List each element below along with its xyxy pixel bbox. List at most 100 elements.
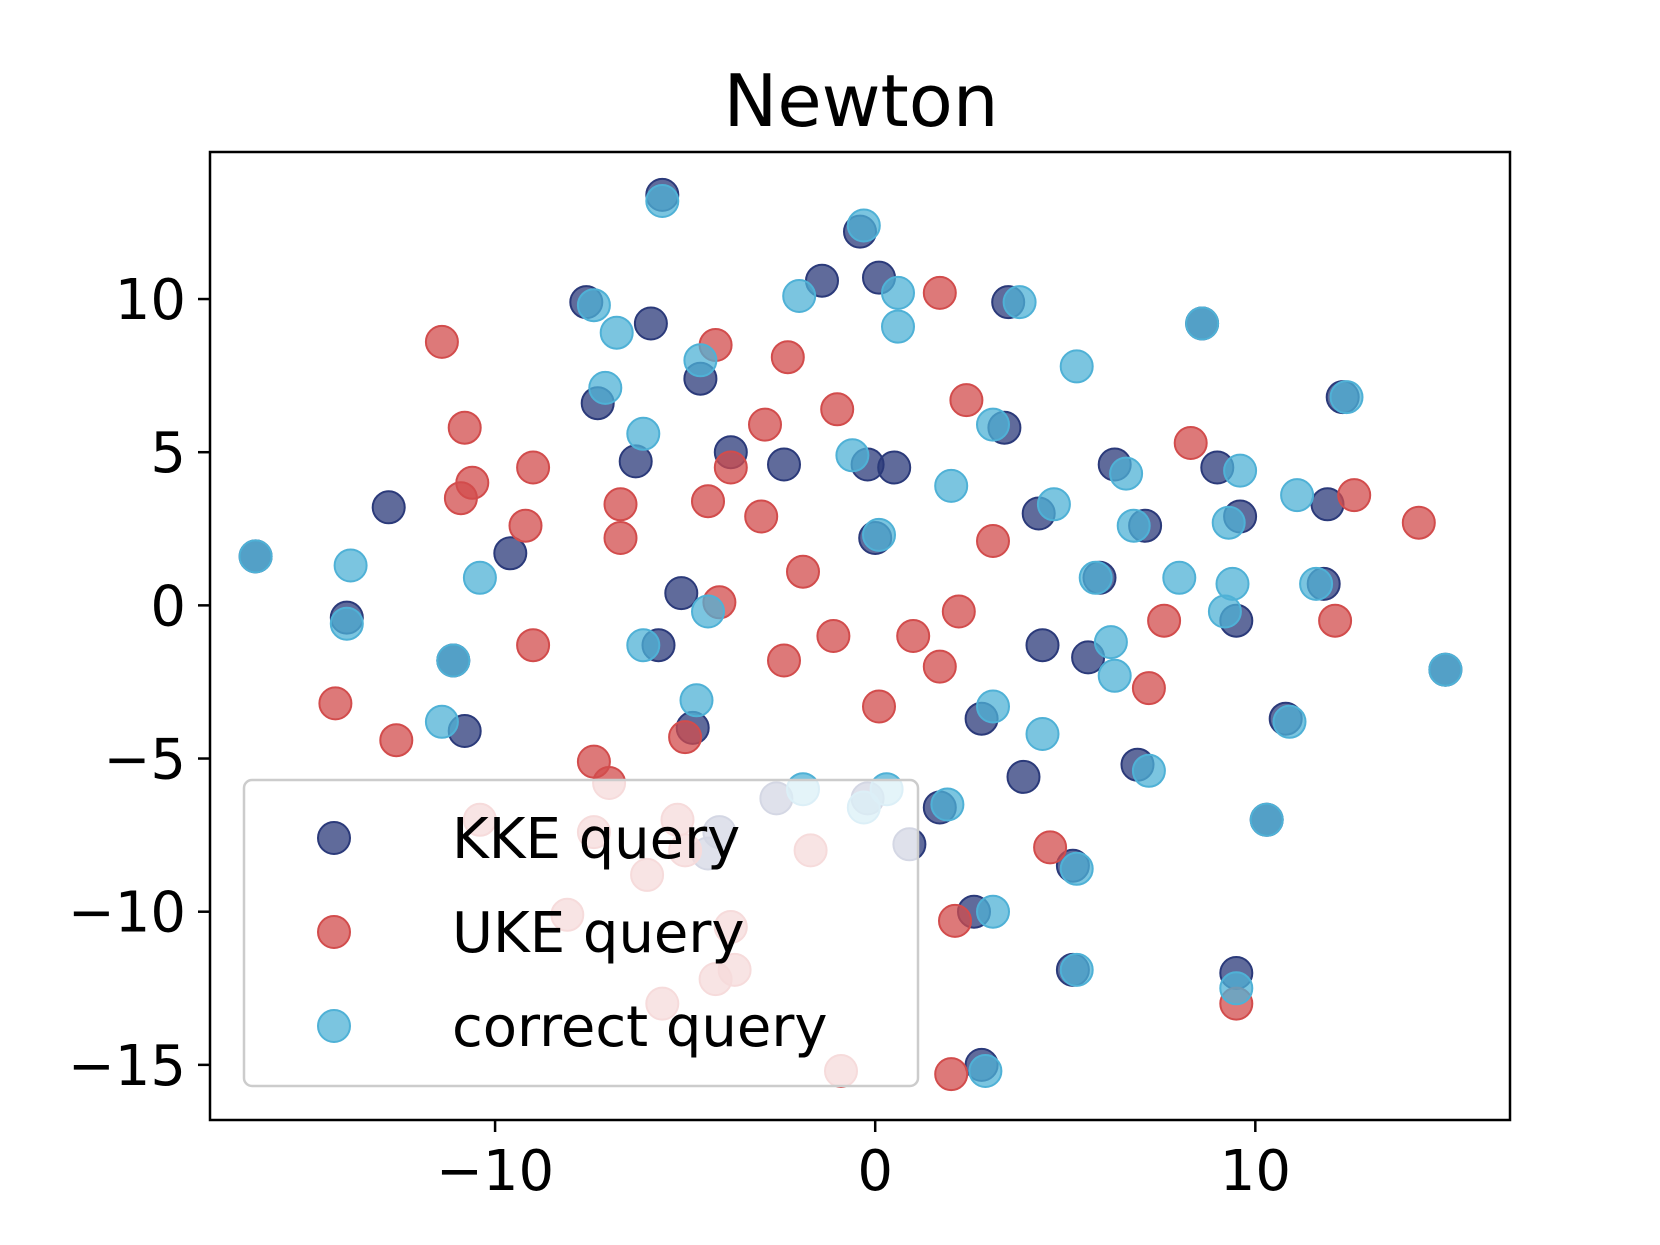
point-s1-32 bbox=[318, 686, 353, 721]
point-s1-24 bbox=[1147, 603, 1182, 638]
point-s2-8 bbox=[599, 315, 634, 350]
point-s2-40 bbox=[424, 704, 459, 739]
point-s1-52 bbox=[934, 1057, 969, 1092]
point-s2-39 bbox=[679, 683, 714, 718]
point-s0-25 bbox=[493, 536, 528, 571]
point-s1-10 bbox=[713, 450, 748, 485]
point-s2-22 bbox=[1329, 380, 1364, 415]
point-s1-33 bbox=[862, 689, 896, 724]
point-s1-47 bbox=[938, 903, 972, 938]
point-s1-17 bbox=[976, 524, 1010, 558]
point-s1-7 bbox=[447, 410, 482, 445]
point-s2-23 bbox=[862, 517, 896, 552]
legend-marker bbox=[317, 915, 351, 949]
point-s1-3 bbox=[922, 275, 957, 310]
legend-marker bbox=[317, 1009, 351, 1043]
point-s2-37 bbox=[1428, 652, 1463, 687]
plot-frame bbox=[208, 150, 1512, 1122]
point-s2-10 bbox=[683, 343, 718, 378]
point-s2-26 bbox=[238, 539, 273, 574]
y-tick-label: −15 bbox=[68, 1034, 186, 1099]
point-s2-17 bbox=[1109, 456, 1144, 491]
point-s0-32 bbox=[1025, 628, 1060, 663]
point-s2-35 bbox=[1093, 625, 1128, 660]
x-tick-label: 10 bbox=[1220, 1139, 1291, 1204]
chart-title: Newton bbox=[724, 59, 999, 143]
point-s1-26 bbox=[516, 628, 551, 663]
point-s2-31 bbox=[1207, 594, 1242, 629]
x-tick-label: −10 bbox=[436, 1139, 554, 1204]
y-tick-label: 10 bbox=[115, 268, 186, 333]
point-s2-5 bbox=[1002, 285, 1037, 320]
point-s2-4 bbox=[881, 309, 915, 344]
y-axis: 10 5 0 −5 −10 −15 bbox=[68, 268, 210, 1099]
point-s1-4 bbox=[820, 392, 855, 427]
point-s1-19 bbox=[1337, 478, 1372, 513]
series-2 bbox=[238, 184, 1463, 1088]
point-s1-29 bbox=[767, 643, 801, 678]
point-s2-1 bbox=[846, 208, 881, 243]
point-s2-41 bbox=[976, 689, 1010, 724]
legend-marker bbox=[317, 821, 351, 855]
point-s2-16 bbox=[1036, 487, 1071, 522]
point-s2-9 bbox=[588, 370, 623, 405]
point-s2-38 bbox=[436, 643, 471, 678]
point-s2-25 bbox=[462, 560, 497, 595]
point-s2-14 bbox=[976, 407, 1010, 442]
point-s0-14 bbox=[877, 450, 912, 485]
point-s1-5 bbox=[949, 383, 984, 418]
legend: KKE query UKE query correct query bbox=[242, 778, 920, 1088]
point-s1-2 bbox=[770, 340, 805, 375]
point-s1-0 bbox=[424, 324, 459, 359]
legend-label: correct query bbox=[452, 995, 828, 1060]
point-s1-27 bbox=[816, 619, 851, 653]
point-s2-51 bbox=[976, 894, 1010, 929]
point-s2-50 bbox=[1059, 851, 1094, 886]
point-s2-12 bbox=[626, 416, 661, 451]
point-s1-21 bbox=[786, 554, 820, 589]
point-s1-14 bbox=[508, 508, 543, 543]
y-tick-label: 0 bbox=[150, 574, 186, 639]
point-s1-18 bbox=[1173, 426, 1208, 460]
point-s2-48 bbox=[930, 787, 965, 822]
point-s0-41 bbox=[1006, 759, 1041, 794]
x-tick-label: 0 bbox=[857, 1139, 893, 1204]
y-tick-label: −5 bbox=[103, 728, 186, 793]
point-s2-36 bbox=[1097, 658, 1132, 693]
point-s2-0 bbox=[645, 184, 680, 218]
legend-box bbox=[242, 778, 920, 1088]
point-s1-23 bbox=[941, 594, 976, 629]
point-s0-24 bbox=[371, 490, 406, 525]
legend-label: UKE query bbox=[452, 901, 745, 966]
point-s1-35 bbox=[668, 720, 703, 755]
point-s2-15 bbox=[934, 468, 969, 503]
point-s2-6 bbox=[1185, 306, 1220, 341]
point-s2-49 bbox=[1249, 802, 1284, 837]
point-s1-43 bbox=[1033, 830, 1068, 865]
point-s1-20 bbox=[1401, 505, 1436, 540]
point-s2-43 bbox=[1025, 717, 1060, 751]
point-s0-12 bbox=[767, 447, 801, 482]
x-axis: −10 0 10 bbox=[436, 1120, 1291, 1204]
point-s1-15 bbox=[603, 521, 638, 555]
point-s2-28 bbox=[1078, 560, 1113, 595]
point-s2-52 bbox=[1059, 952, 1094, 987]
point-s1-16 bbox=[744, 499, 779, 534]
point-s2-24 bbox=[333, 548, 368, 583]
point-s2-53 bbox=[1219, 971, 1254, 1006]
point-s1-31 bbox=[1131, 671, 1166, 706]
point-s2-33 bbox=[329, 606, 364, 641]
point-s2-20 bbox=[1280, 478, 1315, 513]
point-s1-30 bbox=[922, 649, 957, 684]
point-s2-29 bbox=[1162, 560, 1197, 595]
point-s1-12 bbox=[603, 487, 638, 522]
point-s2-42 bbox=[1272, 704, 1307, 739]
point-s2-54 bbox=[968, 1054, 1003, 1088]
point-s2-18 bbox=[1223, 453, 1258, 488]
point-s2-34 bbox=[626, 628, 661, 663]
point-s1-6 bbox=[748, 407, 782, 442]
point-s1-25 bbox=[1318, 603, 1353, 638]
point-s2-7 bbox=[576, 288, 611, 323]
point-s2-32 bbox=[1299, 566, 1334, 601]
